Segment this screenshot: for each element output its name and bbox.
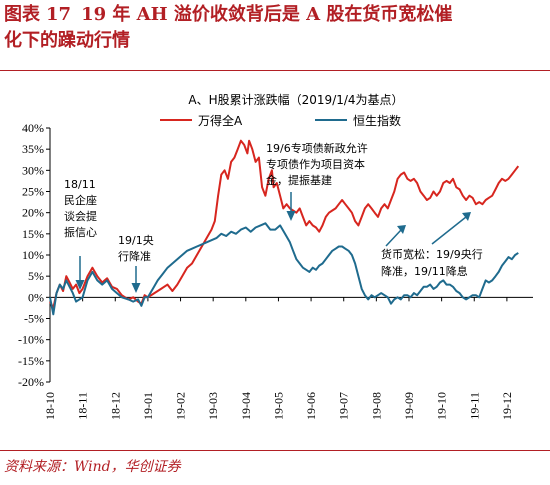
x-tick-label: 19-11 <box>467 392 481 420</box>
x-tick-label: 18-10 <box>43 392 57 420</box>
y-tick-label: -15% <box>18 354 44 368</box>
source-rule <box>0 450 550 451</box>
x-tick-label: 19-03 <box>206 392 220 420</box>
series-line-hsi <box>49 222 519 316</box>
x-tick-label: 19-02 <box>174 392 188 420</box>
y-tick-label: -20% <box>18 375 44 389</box>
annotation-ann2-arrow <box>131 266 141 293</box>
x-tick-label: 19-12 <box>500 392 514 420</box>
x-tick-label: 19-08 <box>369 392 383 420</box>
x-tick-label: 18-11 <box>76 392 90 420</box>
annotation-ann4-arrow-right <box>431 212 471 245</box>
annotation-ann1-arrow <box>75 256 85 290</box>
x-axis: 18-10 18-11 18-12 19-01 19-02 19-03 19-04 19-05… <box>43 296 533 420</box>
annotation-ann3-line: 19/6专项债新政允许 <box>266 141 368 155</box>
figure-title-line2: 化下的躁动行情 <box>4 30 130 51</box>
y-tick-label: -10% <box>18 333 44 347</box>
annotation-ann4: 货币宽松：19/9央行 降准，19/11降息 <box>381 212 483 278</box>
y-tick-label: 30% <box>22 163 44 177</box>
annotation-ann4-arrow-left <box>385 225 406 247</box>
annotation-ann3: 19/6专项债新政允许 专项债作为项目资本 金，提振基建 <box>266 141 368 221</box>
y-tick-label: -5% <box>24 312 44 326</box>
line-chart: A、H股累计涨跌幅（2019/1/4为基点） 万得全A 恒生指数 -20% -15… <box>18 92 533 420</box>
y-tick-label: 0% <box>28 290 44 304</box>
x-tick-label: 19-06 <box>304 392 318 420</box>
annotation-ann1-line: 18/11 <box>64 178 96 191</box>
annotation-ann1: 18/11 民企座 谈会提 振信心 <box>64 178 97 290</box>
figure-title-line1: 图表 17 19 年 AH 溢价收敛背后是 A 股在货币宽松催 <box>4 2 544 28</box>
annotation-ann2-line: 行降准 <box>118 249 151 263</box>
source-note: 资料来源：Wind，华创证券 <box>4 459 181 475</box>
series-lines <box>49 139 520 316</box>
legend-label-wind-a: 万得全A <box>198 113 243 128</box>
annotation-ann2: 19/1央 行降准 <box>118 234 154 293</box>
legend: 万得全A 恒生指数 <box>160 113 401 128</box>
x-tick-label: 18-12 <box>108 392 122 420</box>
y-tick-label: 40% <box>22 121 44 135</box>
annotation-ann4-line: 降准，19/11降息 <box>381 264 468 278</box>
annotation-ann2-line: 19/1央 <box>118 234 154 247</box>
annotation-ann1-line: 民企座 <box>64 193 97 207</box>
legend-label-hsi: 恒生指数 <box>353 113 401 128</box>
annotation-ann3-arrow <box>286 192 296 221</box>
x-tick-label: 19-10 <box>435 392 449 420</box>
y-tick-label: 5% <box>28 269 44 283</box>
y-axis: -20% -15% -10% -5% 0% 5% 10% 15% 20% 25% 30% 35% 40% <box>18 121 51 389</box>
annotation-ann3-line: 金，提振基建 <box>266 173 332 187</box>
y-tick-label: 35% <box>22 142 44 156</box>
y-tick-label: 20% <box>22 206 44 220</box>
title-rule <box>0 70 550 71</box>
annotation-ann4-line: 货币宽松：19/9央行 <box>381 247 483 261</box>
annotation-ann1-line: 振信心 <box>64 225 97 239</box>
annotation-ann1-line: 谈会提 <box>64 210 97 223</box>
x-tick-label: 19-07 <box>337 392 351 420</box>
figure-title: 图表 17 19 年 AH 溢价收敛背后是 A 股在货币宽松催 化下的躁动行情 <box>4 2 544 54</box>
x-tick-label: 19-04 <box>239 392 253 420</box>
y-tick-label: 10% <box>22 248 44 262</box>
figure-label: 图表 <box>4 4 40 25</box>
y-tick-label: 25% <box>22 185 44 199</box>
x-tick-label: 19-09 <box>402 392 416 420</box>
y-tick-label: 15% <box>22 227 44 241</box>
figure-title-text1: 19 年 AH 溢价收敛背后是 A 股在货币宽松催 <box>81 4 453 25</box>
x-tick-label: 19-05 <box>271 392 285 420</box>
x-tick-label: 19-01 <box>141 392 155 420</box>
figure-number: 17 <box>46 4 72 25</box>
chart-title: A、H股累计涨跌幅（2019/1/4为基点） <box>188 92 403 107</box>
annotation-ann3-line: 专项债作为项目资本 <box>266 157 365 171</box>
